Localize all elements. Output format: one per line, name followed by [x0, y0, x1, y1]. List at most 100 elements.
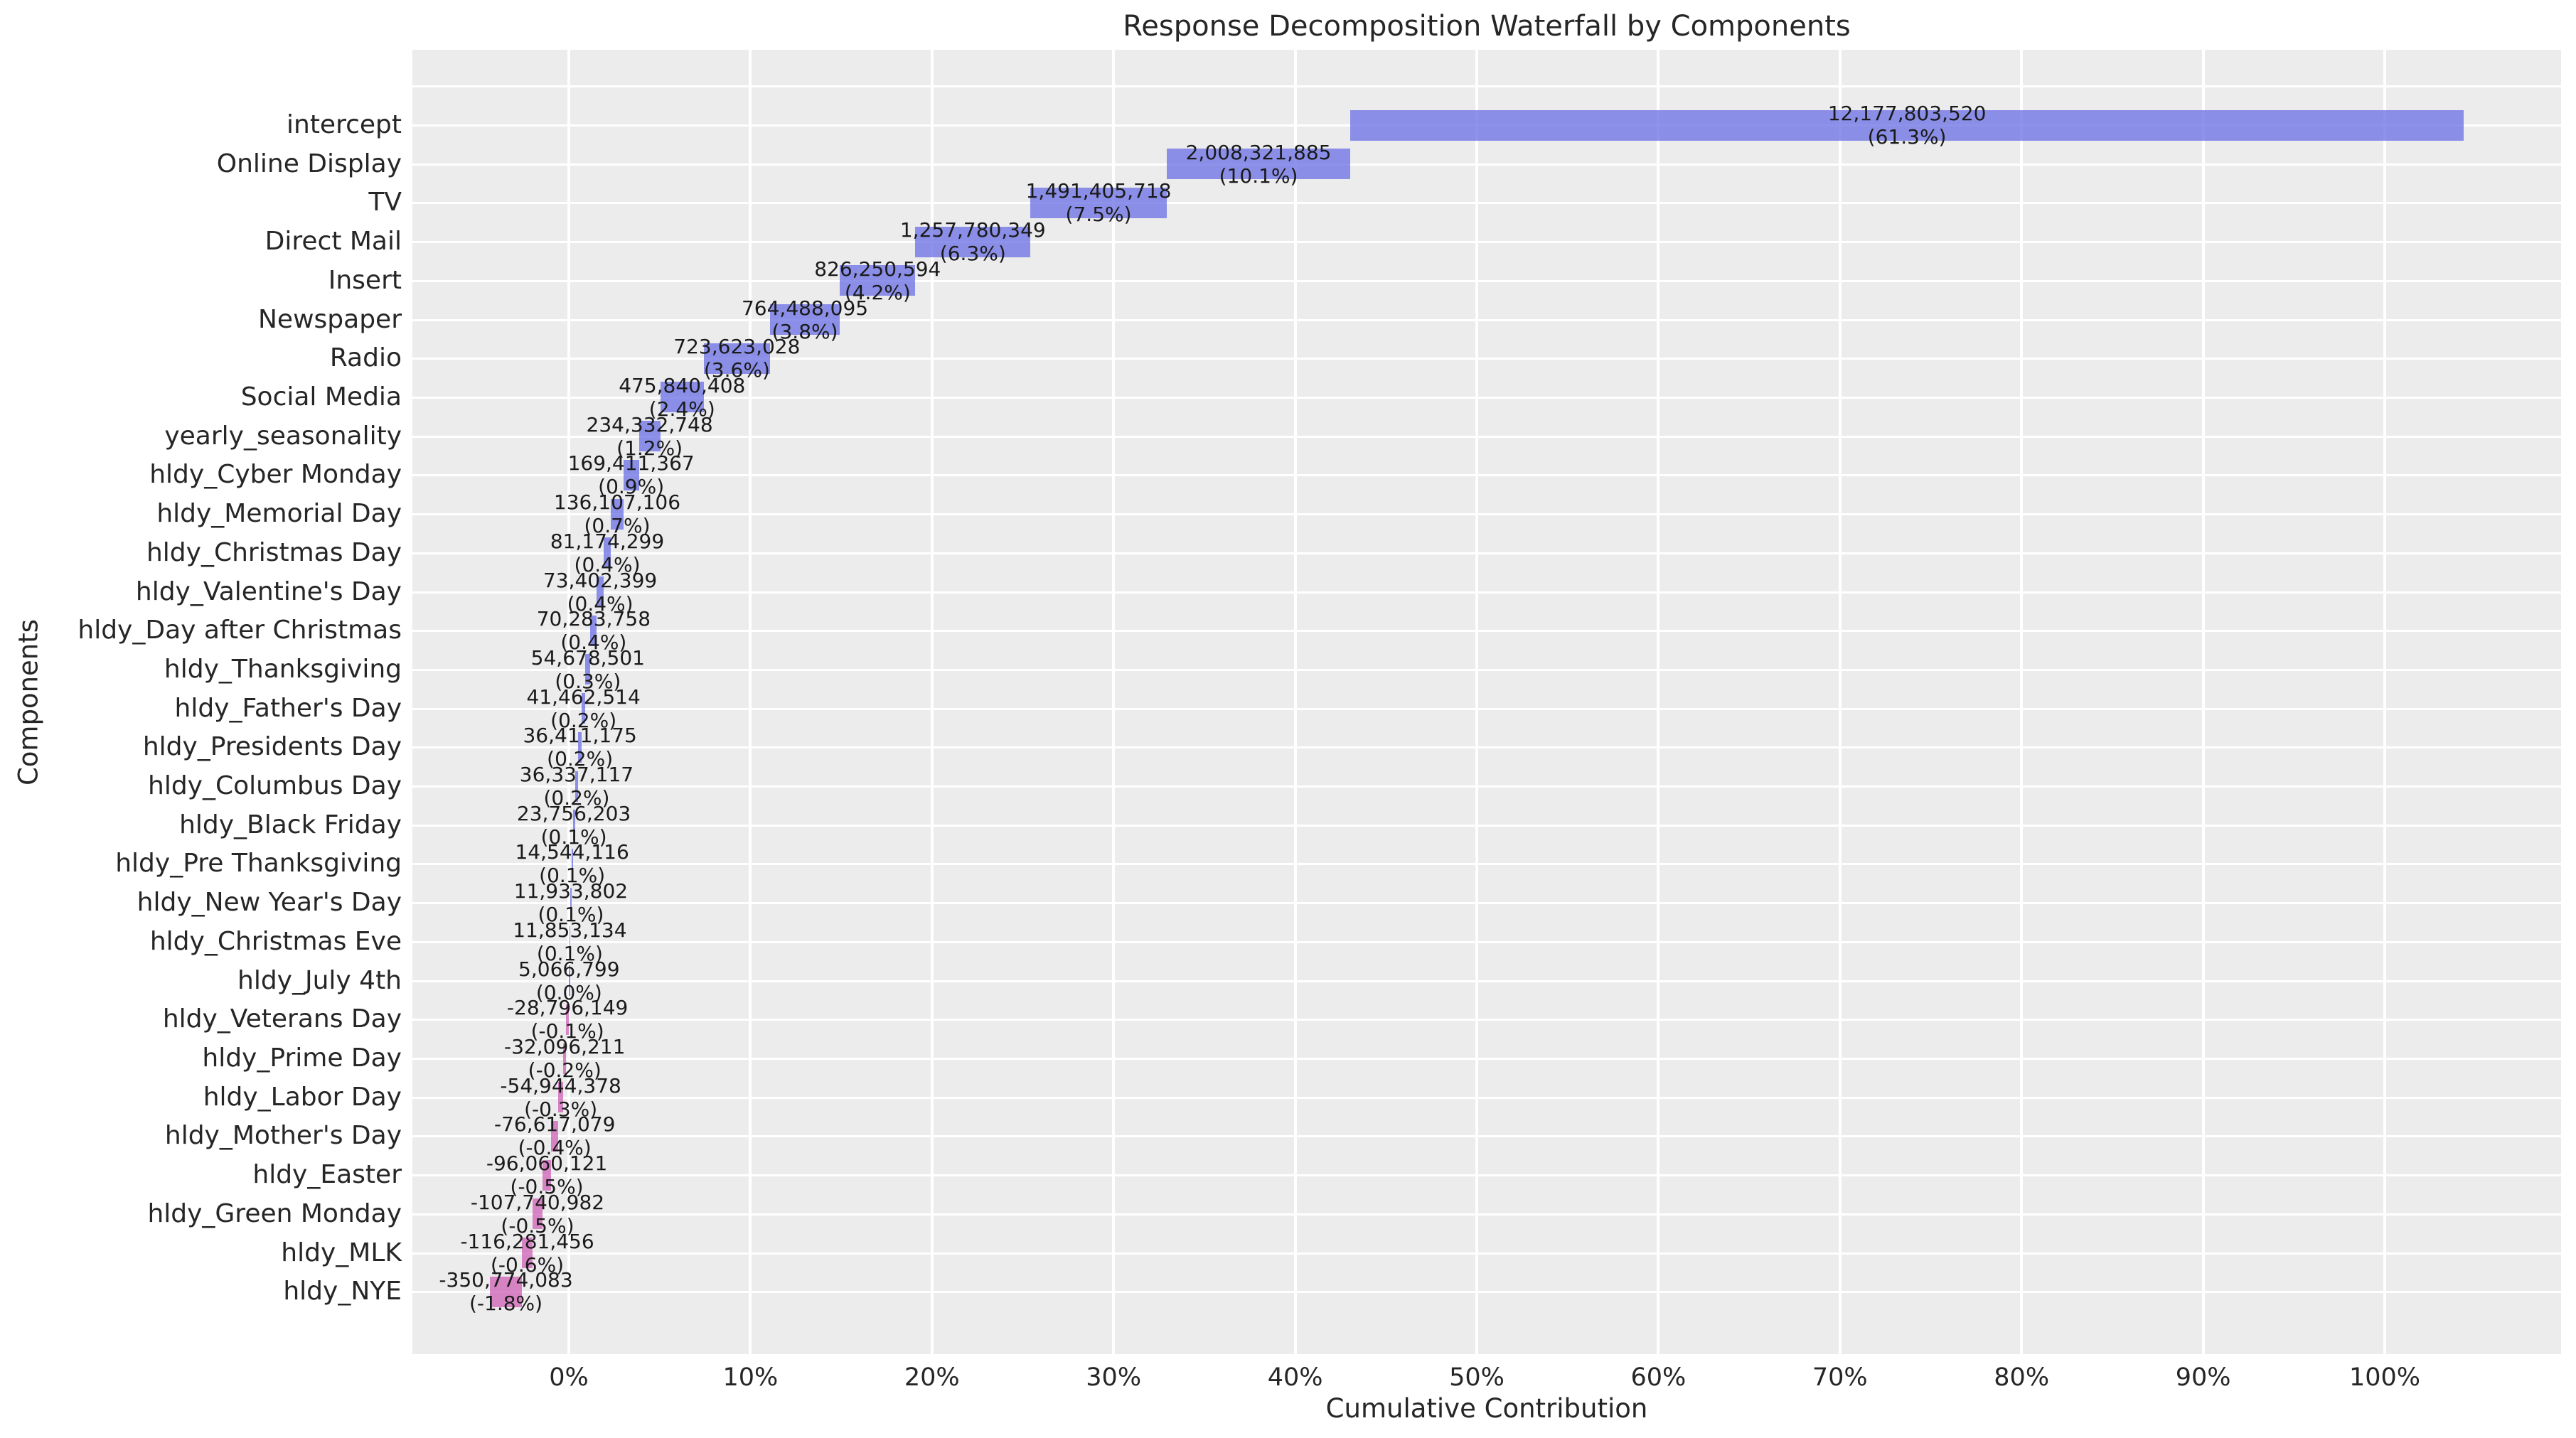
bar-value-amount: 475,840,408: [619, 373, 746, 397]
bar-value-amount: 764,488,095: [741, 296, 869, 320]
waterfall-bar-positive: [840, 265, 916, 296]
bar-value-percent: (-0.6%): [491, 1252, 565, 1277]
y-tick-label: hldy_Christmas Eve: [149, 926, 402, 956]
y-tick-label: hldy_Prime Day: [202, 1043, 402, 1073]
y-tick-label: hldy_Memorial Day: [156, 499, 402, 529]
horizontal-gridline: [412, 591, 2561, 594]
x-tick-label: 50%: [1449, 1363, 1505, 1392]
y-tick-label: hldy_Easter: [252, 1160, 402, 1190]
waterfall-bar-negative: [533, 1198, 543, 1230]
horizontal-gridline: [412, 1252, 2561, 1255]
bar-value-label: -32,096,211 (-0.2%): [504, 1035, 625, 1082]
waterfall-bar-positive: [915, 226, 1031, 257]
y-tick-label: yearly_seasonality: [164, 421, 402, 451]
bar-value-label: 136,107,106 (0.7%): [554, 490, 680, 537]
chart-title: Response Decomposition Waterfall by Comp…: [1123, 10, 1851, 43]
x-tick-label: 0%: [549, 1363, 589, 1392]
horizontal-gridline: [412, 163, 2561, 166]
bar-value-label: 54,678,501 (0.3%): [531, 646, 645, 693]
bar-value-amount: 70,283,758: [536, 607, 651, 631]
bar-value-percent: (7.5%): [1065, 203, 1132, 227]
bar-value-label: 826,250,594 (4.2%): [814, 257, 941, 304]
bar-value-label: -54,944,378 (-0.3%): [500, 1074, 621, 1121]
bar-value-percent: (0.3%): [555, 669, 621, 693]
y-tick-label: hldy_Veterans Day: [162, 1004, 402, 1034]
waterfall-bar-negative: [522, 1238, 533, 1269]
y-tick-label: hldy_New Year's Day: [137, 888, 402, 918]
bar-value-percent: (-1.8%): [469, 1292, 543, 1316]
waterfall-bar-positive: [660, 382, 704, 413]
horizontal-gridline: [412, 1174, 2561, 1177]
waterfall-bar-positive: [703, 343, 770, 374]
bar-value-amount: 73,402,399: [543, 568, 658, 592]
waterfall-bar-negative: [542, 1159, 552, 1191]
bar-value-amount: 1,257,780,349: [899, 218, 1046, 242]
x-tick-label: 90%: [2175, 1363, 2231, 1392]
waterfall-bar-positive: [585, 654, 591, 685]
bar-value-label: 73,402,399 (0.4%): [543, 569, 657, 616]
bar-value-amount: -32,096,211: [504, 1035, 626, 1059]
bar-value-label: 11,933,802 (0.1%): [514, 879, 628, 926]
waterfall-bar-positive: [574, 771, 579, 802]
bar-value-amount: 11,853,134: [513, 918, 627, 942]
waterfall-bar-positive: [1166, 149, 1351, 180]
horizontal-gridline: [412, 902, 2561, 905]
bar-value-amount: 14,544,116: [515, 840, 629, 864]
bar-value-amount: -107,740,982: [470, 1190, 605, 1214]
y-tick-label: hldy_Mother's Day: [164, 1121, 402, 1151]
horizontal-gridline: [412, 513, 2561, 516]
bar-value-label: 70,283,758 (0.4%): [537, 607, 651, 654]
horizontal-gridline: [412, 1096, 2561, 1099]
plot-area: [412, 50, 2561, 1354]
bar-value-amount: -116,281,456: [460, 1229, 594, 1253]
y-tick-label: intercept: [287, 110, 402, 139]
waterfall-bar-positive: [571, 848, 573, 879]
bar-value-label: 41,462,514 (0.2%): [526, 685, 640, 732]
bar-value-label: 2,008,321,885 (10.1%): [1186, 141, 1332, 188]
y-tick-label: Online Display: [216, 149, 402, 178]
bar-value-label: 5,066,799 (0.0%): [518, 957, 620, 1004]
bar-value-percent: (-0.4%): [518, 1136, 592, 1160]
vertical-gridline: [749, 50, 752, 1354]
y-tick-label: hldy_Father's Day: [174, 693, 402, 723]
bar-value-percent: (1.2%): [616, 436, 683, 460]
waterfall-bar-positive: [581, 693, 586, 724]
bar-value-label: -116,281,456 (-0.6%): [460, 1230, 594, 1277]
y-tick-label: Social Media: [240, 382, 402, 412]
waterfall-bar-negative: [566, 1004, 569, 1035]
horizontal-gridline: [412, 396, 2561, 399]
bar-value-percent: (0.4%): [567, 591, 634, 616]
waterfall-bar-positive: [603, 537, 611, 569]
bar-value-amount: 234,332,748: [586, 412, 713, 436]
horizontal-gridline: [412, 707, 2561, 710]
horizontal-gridline: [412, 668, 2561, 671]
horizontal-gridline: [412, 85, 2561, 88]
bar-value-amount: 169,411,367: [567, 451, 695, 476]
bar-value-percent: (0.4%): [560, 631, 627, 655]
horizontal-gridline: [412, 435, 2561, 438]
y-tick-label: Direct Mail: [264, 227, 402, 257]
horizontal-gridline: [412, 241, 2561, 244]
bar-value-percent: (6.3%): [939, 242, 1006, 266]
y-tick-label: Radio: [329, 343, 402, 373]
bar-value-percent: (0.1%): [540, 825, 607, 849]
bar-value-label: 169,411,367 (0.9%): [568, 451, 695, 498]
bar-value-amount: 2,008,321,885: [1185, 140, 1332, 164]
waterfall-bar-positive: [590, 615, 597, 646]
x-tick-label: 10%: [722, 1363, 779, 1392]
bar-value-amount: 1,491,405,718: [1025, 179, 1172, 203]
horizontal-gridline: [412, 1213, 2561, 1216]
bar-value-percent: (0.4%): [574, 552, 641, 576]
bar-value-percent: (4.2%): [844, 280, 911, 304]
bar-value-amount: 136,107,106: [553, 490, 681, 515]
bar-value-label: -96,060,121 (-0.5%): [486, 1152, 607, 1198]
bar-value-amount: 81,174,299: [550, 529, 665, 553]
bar-value-label: 12,177,803,520 (61.3%): [1828, 102, 1987, 149]
bar-value-percent: (-0.5%): [501, 1213, 574, 1238]
y-tick-label: Insert: [328, 265, 402, 295]
bar-value-percent: (3.6%): [703, 358, 770, 382]
waterfall-bar-positive: [623, 459, 639, 490]
vertical-gridline: [2383, 50, 2386, 1354]
horizontal-gridline: [412, 202, 2561, 205]
bar-value-label: 11,853,134 (0.1%): [513, 918, 626, 965]
